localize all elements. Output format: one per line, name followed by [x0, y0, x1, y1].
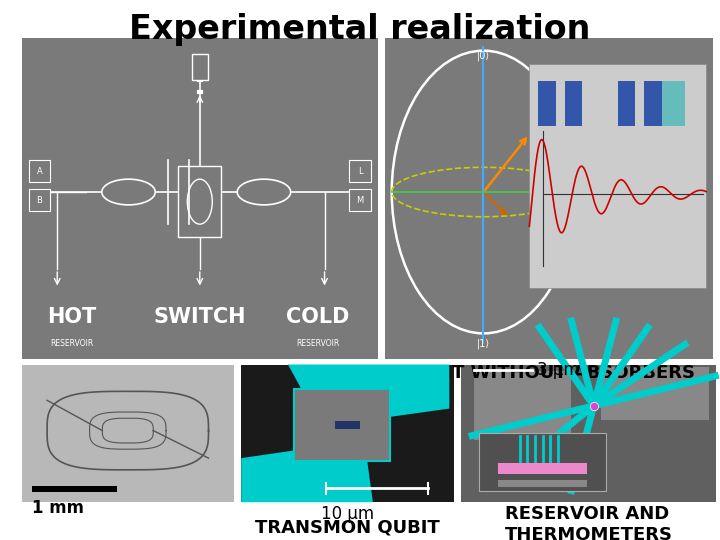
Polygon shape: [241, 440, 373, 502]
Bar: [538, 82, 556, 126]
Bar: [179, 166, 221, 237]
Text: L: L: [358, 167, 362, 176]
Bar: [618, 82, 636, 126]
Text: 10 μm: 10 μm: [321, 505, 374, 523]
Bar: [241, 364, 454, 502]
Bar: [294, 389, 390, 461]
Bar: [349, 160, 371, 183]
Bar: [32, 485, 117, 492]
Text: RESERVOIR: RESERVOIR: [296, 339, 339, 348]
Bar: [644, 82, 662, 126]
Ellipse shape: [102, 179, 156, 205]
Text: RESERVOIR AND
THERMOMETERS: RESERVOIR AND THERMOMETERS: [505, 505, 672, 540]
Ellipse shape: [187, 179, 212, 224]
Text: B: B: [37, 195, 42, 205]
Text: 1 mm: 1 mm: [32, 500, 84, 517]
Bar: [349, 189, 371, 211]
Bar: [479, 433, 606, 491]
Text: SWITCH: SWITCH: [153, 307, 246, 327]
Bar: [29, 189, 50, 211]
Text: M: M: [356, 195, 364, 205]
Bar: [601, 367, 708, 420]
Text: |0⟩: |0⟩: [477, 51, 490, 61]
Bar: [192, 54, 208, 79]
Text: COLD: COLD: [286, 307, 349, 327]
Bar: [335, 421, 360, 429]
Text: A: A: [37, 167, 42, 176]
Bar: [498, 480, 588, 487]
Bar: [385, 38, 713, 359]
Text: 3 μm: 3 μm: [537, 361, 580, 379]
Bar: [461, 364, 716, 502]
Bar: [662, 82, 685, 126]
Bar: [29, 160, 50, 183]
Bar: [22, 364, 234, 502]
Text: RESERVOIR: RESERVOIR: [50, 339, 93, 348]
Bar: [22, 38, 378, 359]
Text: QUBIT WITHOUT ABSORBERS: QUBIT WITHOUT ABSORBERS: [402, 363, 696, 381]
Bar: [474, 372, 571, 440]
Polygon shape: [288, 364, 449, 427]
Bar: [564, 82, 582, 126]
Bar: [22, 364, 234, 502]
Text: TRANSMON QUBIT: TRANSMON QUBIT: [255, 518, 440, 536]
Text: HOT: HOT: [47, 307, 96, 327]
Text: |1⟩: |1⟩: [477, 339, 490, 349]
Bar: [529, 64, 706, 288]
Bar: [498, 463, 588, 474]
Ellipse shape: [237, 179, 291, 205]
Text: Experimental realization: Experimental realization: [130, 14, 590, 46]
